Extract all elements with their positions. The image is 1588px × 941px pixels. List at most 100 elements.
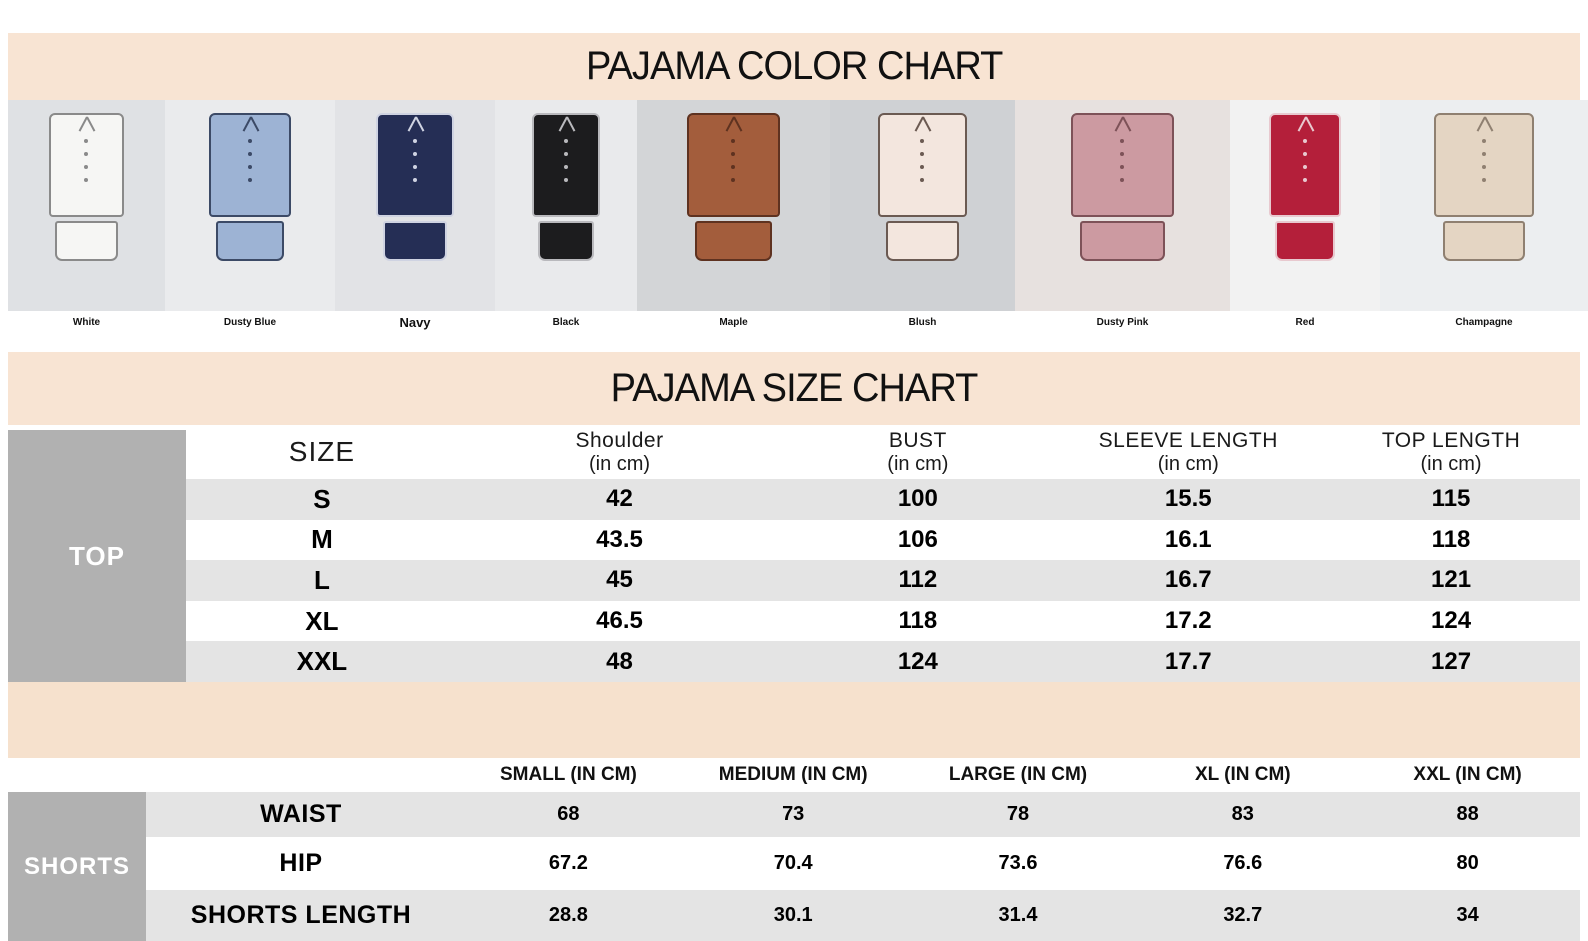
top-size-table-section: TOP SIZE Shoulder (in cm) BUST (in cm) S… (8, 425, 1580, 682)
shorts-side-block: SHORTS (8, 792, 146, 941)
color-item-red: Red (1230, 100, 1380, 334)
pajama-shorts-shape (537, 220, 595, 262)
measure-label: HIP (279, 849, 323, 877)
column-header-shoulder: Shoulder (in cm) (575, 428, 664, 475)
hip-large-cell: 73.6 (998, 852, 1038, 874)
color-item-maple: Maple (637, 100, 830, 334)
pajama-top-shape (1070, 112, 1175, 217)
sleeve-cell: 16.1 (1164, 525, 1212, 553)
sleeve-cell: 17.2 (1164, 607, 1212, 635)
color-name-dusty-pink: Dusty Pink (1096, 317, 1149, 328)
shorts-size-table: WAIST 68 73 78 83 88 HIP 67.2 70.4 73.6 … (146, 792, 1580, 941)
top-length-cell: 121 (1431, 566, 1472, 594)
top-size-table: SIZE Shoulder (in cm) BUST (in cm) SLEEV… (186, 425, 1580, 682)
pajama-figure (865, 112, 980, 299)
length-small-cell: 28.8 (548, 904, 588, 926)
column-header-bust: BUST (in cm) (887, 428, 949, 475)
column-header-xl: XL (IN CM) (1194, 764, 1291, 785)
color-name-white: White (72, 317, 101, 328)
sleeve-cell: 15.5 (1164, 485, 1212, 513)
pajama-photo-black (495, 100, 637, 311)
pajama-shorts-shape (55, 220, 118, 262)
pajama-figure (1259, 112, 1352, 299)
top-length-cell: 127 (1431, 647, 1472, 675)
color-item-champagne: Champagne (1380, 100, 1588, 334)
top-length-cell: 118 (1431, 525, 1471, 553)
length-xxl-cell: 34 (1456, 904, 1479, 926)
size-cell: XL (305, 605, 339, 636)
table-row-size-xxl: XXL 48 124 17.7 127 (186, 641, 1580, 682)
pajama-shorts-shape (216, 220, 284, 262)
length-xl-cell: 32.7 (1223, 904, 1263, 926)
pajama-photo-dusty-pink (1015, 100, 1230, 311)
top-length-cell: 124 (1431, 607, 1472, 635)
pajama-figure (365, 112, 464, 299)
waist-small-cell: 68 (557, 803, 580, 825)
pajama-shorts-shape (1442, 220, 1526, 262)
hip-medium-cell: 70.4 (773, 852, 813, 874)
table-row-size-xl: XL 46.5 118 17.2 124 (186, 601, 1580, 642)
bust-cell: 112 (898, 566, 938, 594)
bust-cell: 124 (897, 647, 938, 675)
shoulder-cell: 45 (606, 566, 633, 594)
pajama-photo-blush (830, 100, 1015, 311)
pajama-shorts-shape (1079, 220, 1166, 262)
measure-label: SHORTS LENGTH (190, 901, 412, 929)
measure-label: WAIST (260, 800, 342, 828)
pajama-photo-champagne (1380, 100, 1588, 311)
color-name-blush: Blush (908, 317, 937, 328)
pajama-shorts-shape (1275, 220, 1335, 262)
table-row-shorts-length: SHORTS LENGTH 28.8 30.1 31.4 32.7 34 (146, 890, 1580, 941)
bust-cell: 106 (897, 525, 938, 553)
color-chart-title-band: PAJAMA COLOR CHART (8, 33, 1580, 100)
table-row-size-l: L 45 112 16.7 121 (186, 560, 1580, 601)
waist-large-cell: 78 (1006, 803, 1030, 825)
color-name-maple: Maple (719, 317, 748, 328)
table-row-waist: WAIST 68 73 78 83 88 (146, 792, 1580, 837)
pajama-photo-white (8, 100, 165, 311)
color-item-dusty-pink: Dusty Pink (1015, 100, 1230, 334)
size-cell: M (311, 524, 333, 555)
waist-medium-cell: 73 (782, 803, 805, 825)
pajama-figure (38, 112, 135, 299)
divider-band (8, 682, 1580, 758)
pajama-top-shape (376, 112, 454, 217)
size-cell: S (313, 483, 331, 514)
shoulder-cell: 48 (606, 647, 633, 675)
size-chart-title-band: PAJAMA SIZE CHART (8, 352, 1580, 425)
color-name-champagne: Champagne (1455, 317, 1513, 328)
column-header-medium: MEDIUM (IN CM) (718, 764, 868, 785)
pajama-top-shape (1433, 112, 1535, 217)
hip-xxl-cell: 80 (1456, 852, 1479, 874)
pajama-shorts-shape (383, 220, 447, 262)
pajama-figure (197, 112, 302, 299)
color-name-red: Red (1295, 317, 1315, 328)
pajama-top-shape (531, 112, 601, 217)
column-header-top-length: TOP LENGTH (in cm) (1381, 428, 1521, 475)
shorts-side-label: SHORTS (23, 852, 130, 880)
color-name-black: Black (552, 317, 580, 328)
bust-cell: 118 (898, 607, 938, 635)
pajama-top-shape (686, 112, 781, 217)
pajama-figure (674, 112, 794, 299)
size-cell: XXL (296, 646, 348, 677)
top-table-header-row: SIZE Shoulder (in cm) BUST (in cm) SLEEV… (186, 425, 1580, 479)
color-swatch-strip: White Dusty Blue (8, 100, 1588, 334)
color-item-dusty-blue: Dusty Blue (165, 100, 335, 334)
column-header-sleeve-length: SLEEVE LENGTH (in cm) (1098, 428, 1278, 475)
top-side-label: TOP (69, 540, 125, 571)
pajama-top-shape (208, 112, 292, 217)
column-header-size: SIZE (288, 436, 356, 467)
top-side-block: TOP (8, 430, 186, 682)
color-item-black: Black (495, 100, 637, 334)
pajama-top-shape (48, 112, 125, 217)
shorts-size-table-section: SHORTS WAIST 68 73 78 83 88 HIP 67.2 70.… (8, 792, 1580, 941)
shorts-table-header-row: SMALL (IN CM) MEDIUM (IN CM) LARGE (IN C… (8, 758, 1580, 792)
table-row-hip: HIP 67.2 70.4 73.6 76.6 80 (146, 837, 1580, 890)
pajama-photo-dusty-blue (165, 100, 335, 311)
pajama-shorts-shape (885, 220, 960, 262)
table-row-size-m: M 43.5 106 16.1 118 (186, 520, 1580, 561)
color-name-dusty-blue: Dusty Blue (223, 317, 277, 328)
bust-cell: 100 (897, 485, 938, 513)
color-name-navy: Navy (399, 315, 431, 330)
